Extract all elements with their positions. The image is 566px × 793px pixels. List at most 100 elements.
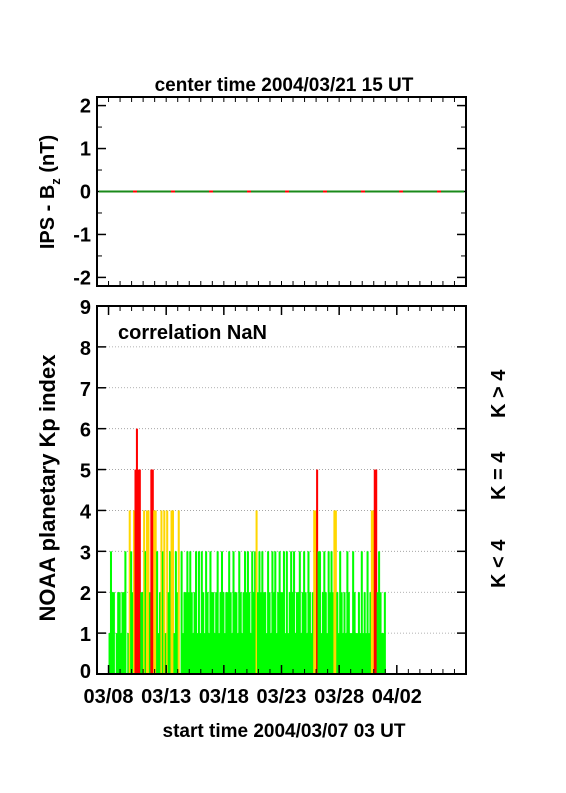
- kp-bar: [297, 592, 300, 674]
- kp-bar: [163, 510, 166, 674]
- bz-y-tick-label: 2: [80, 96, 91, 118]
- kp-bar: [355, 633, 358, 674]
- kp-y-tick-label: 2: [80, 583, 91, 605]
- kp-bar: [262, 592, 265, 674]
- kp-bar: [311, 592, 314, 674]
- kp-bar: [342, 633, 345, 674]
- kp-bar: [202, 592, 205, 674]
- kp-bar: [378, 551, 381, 674]
- kp-bar: [121, 592, 124, 674]
- kp-bar: [336, 592, 339, 674]
- kp-bar: [220, 551, 224, 674]
- kp-bar: [164, 633, 167, 674]
- kp-bar: [143, 510, 146, 674]
- kp-bar: [150, 469, 153, 674]
- x-axis-title: start time 2004/03/07 03 UT: [163, 721, 406, 742]
- kp-bar: [187, 592, 190, 674]
- kp-bar: [362, 633, 365, 674]
- kp-bar: [215, 592, 218, 674]
- kp-bar: [310, 633, 313, 674]
- kp-bar: [196, 633, 199, 674]
- kp-bar: [171, 510, 174, 674]
- kp-bar: [233, 592, 236, 674]
- kp-bar: [141, 592, 144, 674]
- kp-bar: [109, 551, 113, 674]
- kp-bar: [304, 592, 307, 674]
- kp-bar: [329, 592, 332, 674]
- kp-bar: [167, 592, 170, 674]
- kp-bar: [169, 551, 172, 674]
- kp-bar: [209, 551, 212, 674]
- kp-bar: [246, 551, 249, 674]
- kp-bar: [255, 510, 258, 674]
- kp-bar: [268, 592, 271, 674]
- kp-bar: [157, 633, 160, 674]
- kp-bar: [213, 633, 216, 674]
- kp-bar: [291, 592, 294, 674]
- kp-bar: [174, 551, 177, 674]
- bz-y-ticks: 2 1 0 -1 -2: [73, 96, 466, 289]
- kp-bar: [170, 510, 173, 674]
- kp-bar: [242, 592, 245, 674]
- kp-y-tick-label: 5: [80, 461, 91, 483]
- kp-bar: [176, 592, 179, 674]
- kp-bar: [122, 592, 125, 674]
- kp-bars: [108, 428, 386, 674]
- kp-bar: [254, 551, 257, 674]
- kp-bar: [383, 592, 386, 674]
- kp-bar: [330, 551, 333, 674]
- kp-bar: [294, 633, 297, 674]
- kp-bar: [379, 592, 382, 674]
- kp-y-tick-label: 3: [80, 542, 91, 564]
- kp-x-tick-label: 03/18: [199, 686, 249, 708]
- kp-bar: [275, 633, 278, 674]
- kp-y-tick-label: 6: [80, 420, 91, 442]
- kp-bar: [258, 551, 261, 674]
- bz-y-tick-label: 1: [80, 139, 91, 161]
- kp-bar: [360, 551, 363, 674]
- kp-panel: 0 1 2 3 4 5 6 7 8 9 03/08 03/13 03/18 03/23 03/28 04/0…: [35, 97, 467, 708]
- kp-bar: [290, 551, 293, 674]
- kp-bar: [347, 592, 350, 674]
- kp-bar: [340, 592, 343, 674]
- kp-bar: [148, 592, 151, 674]
- kp-bar: [151, 469, 154, 674]
- kp-bar: [228, 551, 231, 674]
- kp-y-tick-label: 4: [80, 501, 92, 523]
- kp-bar: [272, 592, 275, 674]
- kp-bar: [301, 592, 304, 674]
- kp-bar: [366, 551, 369, 674]
- kp-bar: [367, 633, 371, 674]
- kp-bar: [210, 592, 213, 674]
- kp-bar: [120, 633, 123, 674]
- kp-bar: [216, 551, 219, 674]
- kp-bar: [317, 551, 320, 674]
- kp-bar: [349, 633, 352, 674]
- kp-bar: [156, 551, 159, 674]
- kp-bar: [133, 510, 136, 674]
- kp-bar: [281, 592, 284, 674]
- kp-bar: [337, 633, 340, 674]
- kp-bar: [353, 592, 356, 674]
- kp-bar: [357, 592, 360, 674]
- kp-bar: [138, 469, 141, 674]
- kp-bar: [184, 592, 187, 674]
- kp-bar: [207, 633, 211, 674]
- kp-bar: [306, 633, 309, 674]
- kp-bar: [274, 551, 277, 674]
- kp-bar: [225, 592, 228, 674]
- bz-y-tick-label: 0: [80, 182, 91, 204]
- kp-bar: [359, 633, 362, 674]
- kp-bar: [195, 551, 198, 674]
- kp-bar: [256, 592, 260, 674]
- kp-bar: [111, 592, 114, 674]
- kp-bar: [180, 551, 183, 674]
- kp-bar: [203, 633, 206, 674]
- kp-bar: [265, 633, 268, 674]
- kp-bar: [108, 633, 111, 674]
- kp-bar: [235, 592, 238, 674]
- kp-bar: [284, 633, 287, 674]
- kp-x-tick-label: 03/28: [314, 686, 364, 708]
- correlation-annotation: correlation NaN: [118, 322, 267, 344]
- kp-bar: [231, 633, 234, 674]
